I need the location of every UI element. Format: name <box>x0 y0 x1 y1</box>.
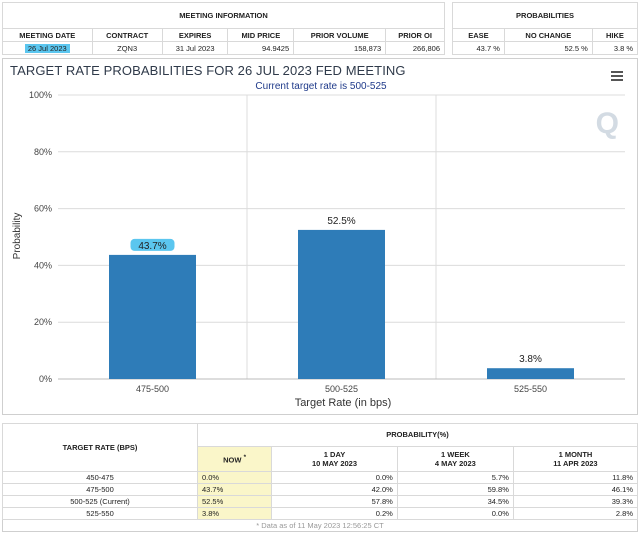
probability-history-table: TARGET RATE (BPS) PROBABILITY(%) NOW * 1… <box>2 423 639 532</box>
col-now-label: NOW <box>223 455 242 465</box>
now-cell: 52.5% <box>196 495 273 508</box>
x-tick-labels: 475-500 500-525 525-550 <box>136 384 547 394</box>
value-cell: 57.8% <box>271 495 398 508</box>
value-cell: 46.1% <box>512 483 639 496</box>
y-tick-label: 20% <box>34 317 52 327</box>
hamburger-menu-icon[interactable] <box>611 71 623 81</box>
table-row: 500-525 (Current) 52.5% 57.8% 34.5% 39.3… <box>2 495 639 508</box>
value-cell: 59.8% <box>396 483 514 496</box>
value-cell: 0.0% <box>271 471 398 484</box>
value-cell: 34.5% <box>396 495 514 508</box>
col-prior-oi: PRIOR OI <box>385 28 445 42</box>
x-axis-label: Target Rate (in bps) <box>295 397 392 409</box>
col-1-week-label: 1 WEEK <box>440 449 470 459</box>
data-label: 3.8% <box>519 354 542 365</box>
value-cell: 39.3% <box>512 495 639 508</box>
y-tick-label: 0% <box>39 374 52 384</box>
col-1-day-label: 1 DAY <box>323 449 346 459</box>
col-no-change: NO CHANGE <box>503 28 593 42</box>
data-timestamp-footnote: * Data as of 11 May 2023 12:56:25 CT <box>256 521 384 530</box>
y-tick-label: 100% <box>29 90 52 100</box>
y-tick-label: 60% <box>34 204 52 214</box>
chart-title: TARGET RATE PROBABILITIES FOR 26 JUL 202… <box>10 63 406 78</box>
value-cell: 42.0% <box>271 483 398 496</box>
bars: 43.7% 52.5% 3.8% <box>109 216 574 379</box>
table-row: 525-550 3.8% 0.2% 0.0% 2.8% <box>2 507 639 520</box>
bar-chart: 0% 20% 40% 60% 80% 100% 43.7% 52.5% 3.8% 475-50… <box>12 90 625 409</box>
prior-oi-cell: 266,806 <box>385 41 445 55</box>
bar[interactable] <box>487 368 574 379</box>
meeting-info-table: MEETING INFORMATION MEETING DATE CONTRAC… <box>2 2 445 55</box>
col-1-week-date: 4 MAY 2023 <box>434 458 476 468</box>
contract-cell: ZQN3 <box>91 41 163 55</box>
meeting-info-title: MEETING INFORMATION <box>2 2 445 29</box>
hike-cell: 3.8 % <box>591 41 639 55</box>
col-1-month: 1 MONTH 11 APR 2023 <box>512 445 639 473</box>
col-now-mark: * <box>243 453 246 461</box>
value-cell: 11.8% <box>512 471 639 484</box>
x-tick-label: 475-500 <box>136 384 169 394</box>
data-label: 43.7% <box>138 241 166 252</box>
prior-volume-cell: 158,873 <box>293 41 387 55</box>
y-tick-label: 40% <box>34 260 52 270</box>
col-1-week: 1 WEEK 4 MAY 2023 <box>396 445 514 473</box>
col-target-rate: TARGET RATE (BPS) <box>2 423 198 472</box>
mid-price-cell: 94.9425 <box>227 41 295 55</box>
data-label: 52.5% <box>327 216 355 227</box>
table-row: 475-500 43.7% 42.0% 59.8% 46.1% <box>2 483 639 496</box>
now-cell: 43.7% <box>196 483 273 496</box>
x-tick-label: 525-550 <box>514 384 547 394</box>
meeting-date-cell[interactable]: 26 Jul 2023 <box>2 41 93 55</box>
quikstrike-logo-icon: Q <box>595 107 619 140</box>
meeting-date-value[interactable]: 26 Jul 2023 <box>24 43 70 53</box>
value-cell: 2.8% <box>512 507 639 520</box>
y-axis-label: Probability <box>12 213 23 260</box>
expires-cell: 31 Jul 2023 <box>161 41 229 55</box>
col-meeting-date: MEETING DATE <box>2 28 93 42</box>
col-ease: EASE <box>452 28 505 42</box>
bar[interactable] <box>298 229 385 379</box>
col-1-day-date: 10 MAY 2023 <box>311 458 358 468</box>
ease-cell: 43.7 % <box>452 41 505 55</box>
no-change-cell: 52.5 % <box>503 41 593 55</box>
now-cell: 3.8% <box>196 507 273 520</box>
col-contract: CONTRACT <box>91 28 163 42</box>
col-expires: EXPIRES <box>161 28 229 42</box>
chart-subtitle: Current target rate is 500-525 <box>255 81 387 92</box>
col-1-month-label: 1 MONTH <box>558 449 593 459</box>
probabilities-table: PROBABILITIES EASE NO CHANGE HIKE 43.7 %… <box>452 2 639 55</box>
chart-panel: TARGET RATE PROBABILITIES FOR 26 JUL 202… <box>2 58 638 415</box>
bar[interactable] <box>109 254 196 379</box>
y-tick-labels: 0% 20% 40% 60% 80% 100% <box>29 90 52 384</box>
col-1-day: 1 DAY 10 MAY 2023 <box>271 445 398 473</box>
rate-cell: 525-550 <box>2 507 198 520</box>
rate-cell: 450-475 <box>2 471 198 484</box>
rate-cell: 475-500 <box>2 483 198 496</box>
col-now: NOW * <box>196 445 273 473</box>
value-cell: 0.0% <box>396 507 514 520</box>
col-1-month-date: 11 APR 2023 <box>553 458 598 468</box>
probability-header: PROBABILITY(%) <box>197 423 638 447</box>
y-tick-label: 80% <box>34 147 52 157</box>
col-prior-volume: PRIOR VOLUME <box>293 28 387 42</box>
col-mid-price: MID PRICE <box>227 28 295 42</box>
x-tick-label: 500-525 <box>325 384 358 394</box>
col-hike: HIKE <box>591 28 639 42</box>
table-row: 450-475 0.0% 0.0% 5.7% 11.8% <box>2 471 639 484</box>
value-cell: 5.7% <box>396 471 514 484</box>
rate-cell: 500-525 (Current) <box>2 495 198 508</box>
probabilities-title: PROBABILITIES <box>452 2 638 29</box>
value-cell: 0.2% <box>271 507 398 520</box>
now-cell: 0.0% <box>196 471 273 484</box>
data-label-highlight <box>130 238 175 251</box>
